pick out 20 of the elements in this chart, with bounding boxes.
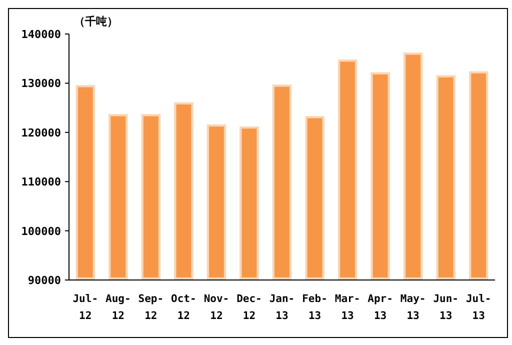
x-tick-label: Apr-13 bbox=[368, 293, 393, 322]
y-tick-label: 140000 bbox=[21, 28, 61, 41]
y-tick-label: 90000 bbox=[28, 274, 61, 287]
y-axis-title: （千吨） bbox=[74, 15, 118, 28]
x-tick-label: Oct-12 bbox=[171, 293, 196, 322]
y-tick-label: 110000 bbox=[21, 176, 61, 189]
x-tick-label: Mar-13 bbox=[334, 293, 360, 322]
y-tick-label: 100000 bbox=[21, 224, 61, 238]
y-tick-label: 120000 bbox=[21, 126, 61, 140]
x-tick-label: Feb-13 bbox=[302, 293, 328, 322]
x-tick-label: Dec-12 bbox=[236, 293, 262, 322]
x-tick-label: Jan-13 bbox=[269, 293, 295, 322]
x-tick-label: Jun-13 bbox=[433, 293, 458, 322]
x-tick-label: Sep-12 bbox=[138, 293, 164, 322]
y-tick-label: 130000 bbox=[21, 77, 61, 90]
x-tick-label: Jul-12 bbox=[72, 293, 98, 322]
x-tick-label: May-13 bbox=[400, 293, 426, 322]
x-tick-label: Nov-12 bbox=[204, 293, 230, 322]
x-tick-label: Jul-13 bbox=[466, 293, 492, 322]
x-tick-label: Aug-12 bbox=[106, 293, 131, 322]
